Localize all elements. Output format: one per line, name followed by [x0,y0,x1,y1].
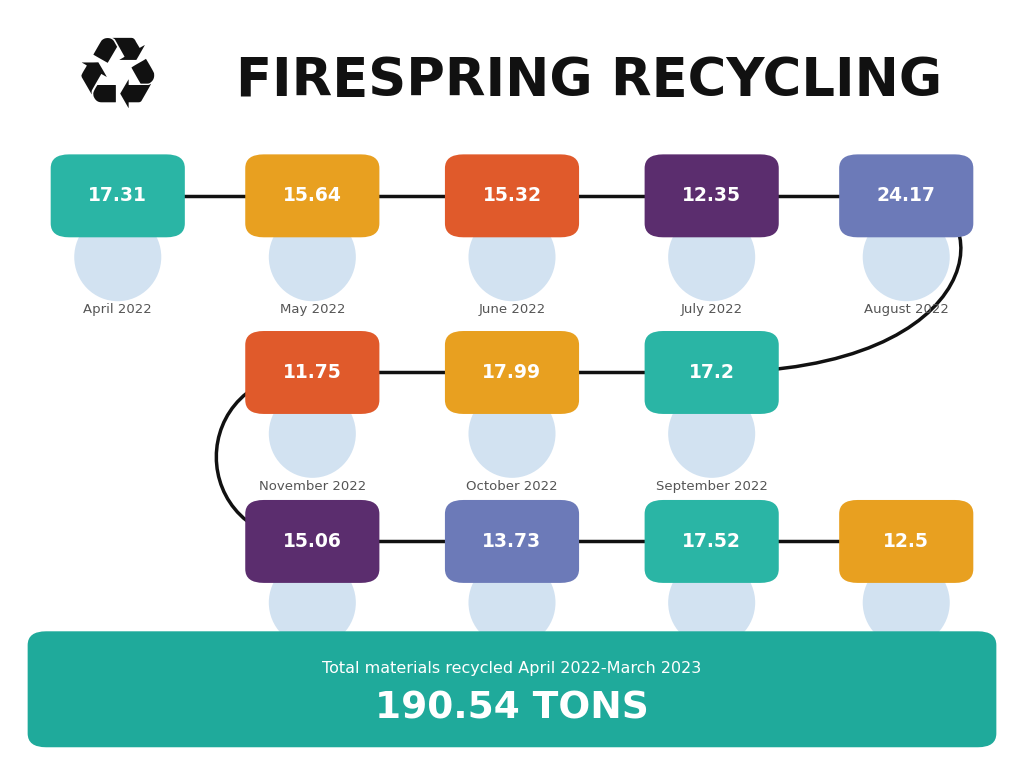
Ellipse shape [75,213,162,301]
Text: February 2023: February 2023 [664,648,760,661]
Text: August 2022: August 2022 [864,303,948,316]
Text: April 2022: April 2022 [83,303,153,316]
Text: 13.73: 13.73 [482,532,542,551]
Text: 15.06: 15.06 [283,532,342,551]
FancyBboxPatch shape [28,631,996,747]
Text: 190.54 TONS: 190.54 TONS [375,690,649,727]
Text: 12.5: 12.5 [884,532,929,551]
FancyBboxPatch shape [645,500,778,583]
Text: March 2023: March 2023 [867,648,945,661]
Text: July 2022: July 2022 [681,303,742,316]
FancyBboxPatch shape [51,154,184,237]
Text: 15.64: 15.64 [283,187,342,205]
FancyBboxPatch shape [444,500,580,583]
Text: 24.17: 24.17 [877,187,936,205]
FancyBboxPatch shape [246,500,380,583]
Ellipse shape [668,558,755,647]
Ellipse shape [268,558,356,647]
Text: June 2022: June 2022 [478,303,546,316]
Ellipse shape [668,389,755,478]
FancyBboxPatch shape [645,331,778,414]
Ellipse shape [862,213,950,301]
FancyBboxPatch shape [444,331,580,414]
Text: December 2022: December 2022 [259,648,366,661]
Text: 17.99: 17.99 [482,363,542,382]
FancyBboxPatch shape [246,154,380,237]
Text: FIRESPRING RECYCLING: FIRESPRING RECYCLING [236,55,942,107]
Text: 11.75: 11.75 [283,363,342,382]
Text: ♻: ♻ [73,32,163,129]
FancyBboxPatch shape [246,331,380,414]
Text: September 2022: September 2022 [655,479,768,492]
Ellipse shape [469,389,555,478]
Text: 17.31: 17.31 [88,187,147,205]
Text: 17.52: 17.52 [682,532,741,551]
Text: 17.2: 17.2 [689,363,734,382]
Ellipse shape [862,558,950,647]
Text: October 2022: October 2022 [466,479,558,492]
FancyBboxPatch shape [840,500,973,583]
Ellipse shape [668,213,755,301]
Text: January 2023: January 2023 [468,648,556,661]
Text: May 2022: May 2022 [280,303,345,316]
Ellipse shape [268,213,356,301]
Text: November 2022: November 2022 [259,479,366,492]
Text: 12.35: 12.35 [682,187,741,205]
FancyBboxPatch shape [840,154,973,237]
Ellipse shape [268,389,356,478]
Text: Total materials recycled April 2022-March 2023: Total materials recycled April 2022-Marc… [323,661,701,677]
FancyBboxPatch shape [444,154,580,237]
Ellipse shape [469,558,555,647]
FancyBboxPatch shape [645,154,778,237]
Ellipse shape [469,213,555,301]
Text: 15.32: 15.32 [482,187,542,205]
